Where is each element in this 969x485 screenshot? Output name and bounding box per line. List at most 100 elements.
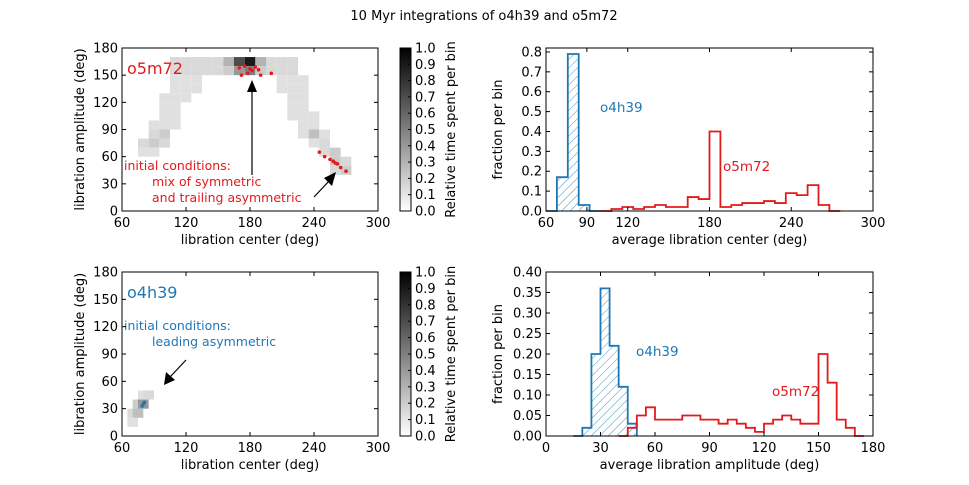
y-tick-label: 0.7 (521, 65, 542, 80)
heat-cell (287, 84, 298, 94)
colorbar-tick-label: 0.5 (415, 123, 436, 138)
initial-condition-point (246, 71, 250, 76)
heat-cell (298, 120, 309, 130)
y-axis-label: libration amplitude (deg) (73, 48, 88, 210)
heat-cell (143, 390, 154, 400)
annotation-arrowhead (247, 80, 257, 92)
heat-cell (276, 57, 288, 67)
y-tick-label: 0 (110, 430, 118, 445)
x-tick-label: 180 (861, 441, 886, 456)
heat-cell (148, 129, 160, 139)
x-tick-label: 30 (592, 441, 609, 456)
heat-cell (191, 66, 202, 76)
histogram-o4h39 (573, 287, 638, 437)
x-axis-label: average libration amplitude (deg) (600, 458, 820, 473)
initial-condition-point (317, 150, 322, 154)
colorbar-tick-label: 1.0 (415, 266, 436, 281)
heat-cell (308, 129, 320, 139)
x-tick-label: 240 (779, 216, 804, 231)
heat-cell (298, 93, 309, 103)
heat-cell (298, 102, 309, 112)
y-tick-label: 90 (101, 348, 118, 363)
heat-cell (223, 57, 234, 67)
heat-cell (244, 66, 256, 76)
x-tick-label: 120 (615, 216, 640, 231)
heat-cell (276, 84, 288, 94)
colorbar-tick-label: 0.0 (415, 205, 436, 220)
heat-cell (202, 66, 213, 76)
annotation-line: initial conditions: (124, 158, 231, 173)
heat-cell (127, 417, 138, 427)
y-tick-label: 60 (101, 150, 118, 165)
colorbar-tick-label: 0.8 (415, 74, 436, 89)
initial-condition-point (142, 400, 147, 405)
heat-cell (159, 138, 170, 148)
x-tick-label: 60 (114, 441, 131, 456)
series-label-o4h39: o4h39 (600, 100, 643, 116)
y-tick-label: 120 (93, 96, 118, 111)
x-tick-label: 120 (174, 441, 199, 456)
x-tick-label: 150 (806, 441, 831, 456)
annotation-line: and trailing asymmetric (152, 190, 302, 205)
heat-cell (287, 102, 298, 112)
colorbar-tick-label: 0.9 (415, 282, 436, 297)
colorbar-tick-label: 0.6 (415, 107, 436, 122)
heat-cell (138, 138, 149, 148)
histogram-fill-o4h39 (573, 288, 637, 436)
heat-cell (180, 66, 192, 76)
figure-title: 10 Myr integrations of o4h39 and o5m72 (350, 9, 617, 24)
y-tick-label: 0.15 (513, 368, 542, 383)
heat-cell (319, 147, 330, 157)
y-tick-label: 0.0 (521, 205, 542, 220)
heat-cell (330, 165, 341, 175)
series-label-o5m72: o5m72 (772, 384, 819, 400)
heat-cell (340, 156, 352, 166)
initial-condition-point (237, 66, 242, 70)
annotation-arrowhead (164, 372, 175, 385)
y-tick-label: 0.25 (513, 327, 542, 342)
heat-cell (159, 93, 170, 103)
histogram-o5m72 (618, 353, 864, 437)
heat-cell (180, 84, 192, 94)
y-tick-label: 30 (101, 177, 118, 192)
x-tick-label: 180 (238, 441, 263, 456)
heat-cell (287, 111, 298, 121)
heat-cell (170, 111, 181, 121)
y-tick-label: 180 (93, 42, 118, 57)
x-tick-label: 240 (302, 216, 327, 231)
x-axis-label: libration center (deg) (181, 233, 319, 248)
y-tick-label: 0.05 (513, 409, 542, 424)
colorbar-tick-label: 0.5 (415, 348, 436, 363)
heat-cell (170, 102, 181, 112)
annotation-arrow (169, 359, 187, 378)
heat-cell (159, 120, 170, 130)
heat-cell (276, 66, 288, 76)
x-tick-label: 300 (366, 216, 391, 231)
colorbar-tick-label: 0.8 (415, 298, 436, 313)
panel-label: o5m72 (127, 59, 183, 78)
heat-cell (287, 57, 298, 67)
y-tick-label: 0.40 (513, 266, 542, 281)
colorbar-label: Relative time spent per bin (444, 266, 459, 442)
y-axis-label: fraction per bin (491, 80, 506, 180)
y-tick-label: 0.8 (521, 45, 542, 60)
initial-condition-point (338, 165, 343, 170)
heat-cell (255, 66, 266, 76)
x-tick-label: 300 (366, 441, 391, 456)
x-tick-label: 60 (647, 441, 664, 456)
heat-cell (308, 138, 320, 148)
histogram-o5m72 (600, 130, 841, 212)
initial-condition-point (322, 154, 327, 159)
colorbar-tick-label: 0.2 (415, 172, 436, 187)
y-tick-label: 0.4 (521, 125, 542, 140)
histogram-o4h39 (546, 53, 601, 212)
x-tick-label: 90 (579, 216, 596, 231)
heat-cell (266, 57, 277, 67)
x-tick-label: 120 (174, 216, 199, 231)
heat-cell (255, 57, 266, 67)
heat-cell (180, 93, 192, 103)
heat-cell (298, 129, 309, 139)
heat-cell (330, 156, 341, 166)
initial-condition-point (269, 71, 274, 76)
